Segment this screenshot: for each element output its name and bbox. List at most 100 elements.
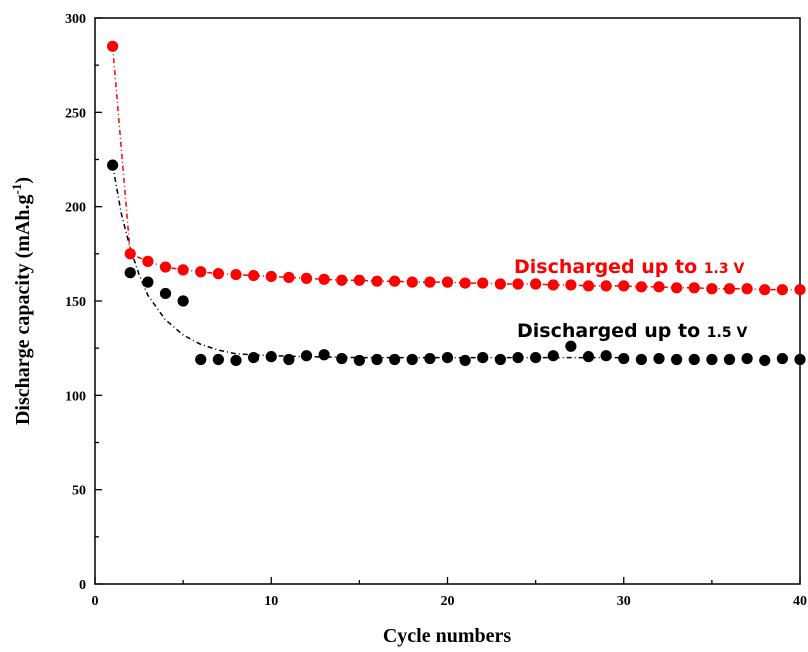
data-point-1-3v xyxy=(371,275,383,287)
data-point-1-5v xyxy=(424,352,436,365)
data-point-1-5v xyxy=(582,351,595,363)
data-point-1-5v xyxy=(107,159,119,171)
data-point-1-5v xyxy=(688,353,700,366)
data-point-1-3v xyxy=(248,269,260,282)
data-point-1-5v xyxy=(265,351,277,363)
data-point-1-5v xyxy=(723,353,736,366)
y-tick-label: 300 xyxy=(65,12,86,27)
data-point-1-5v xyxy=(477,352,489,364)
data-point-1-5v xyxy=(212,353,224,366)
data-point-1-3v xyxy=(547,279,559,291)
data-point-1-3v xyxy=(353,274,365,286)
fit-line-1-3v xyxy=(111,46,800,291)
y-tick-label: 100 xyxy=(65,389,86,404)
data-point-1-3v xyxy=(142,255,154,267)
data-point-1-3v xyxy=(706,283,718,295)
fit-line-1-5v xyxy=(111,165,624,359)
x-axis: 0 10 20 30 40 xyxy=(92,577,807,609)
y-axis-title: Discharge capacity (mAh.g-1) xyxy=(9,177,34,425)
data-point-1-3v xyxy=(618,280,630,292)
y-tick-label: 0 xyxy=(79,578,86,593)
data-point-1-5v xyxy=(600,350,612,362)
x-tick-label: 30 xyxy=(617,594,631,609)
data-point-1-3v xyxy=(671,282,683,294)
data-point-1-5v xyxy=(124,267,136,279)
data-point-1-5v xyxy=(230,354,242,367)
data-point-1-5v xyxy=(635,353,647,366)
x-tick-label: 10 xyxy=(264,594,278,609)
data-point-1-3v xyxy=(600,280,612,292)
x-tick-label: 40 xyxy=(793,594,807,609)
data-point-1-5v xyxy=(671,353,683,366)
y-axis: 0 50 100 150 200 250 300 xyxy=(65,12,102,593)
data-point-1-3v xyxy=(653,281,665,293)
data-point-1-5v xyxy=(759,354,771,367)
data-point-1-3v xyxy=(794,284,806,296)
data-point-1-3v xyxy=(230,268,242,281)
data-point-1-3v xyxy=(389,275,401,287)
data-point-1-3v xyxy=(195,266,207,278)
data-point-1-3v xyxy=(582,280,595,292)
data-point-1-3v xyxy=(424,276,436,288)
data-point-1-3v xyxy=(530,278,542,290)
data-point-1-5v xyxy=(547,350,559,362)
data-point-1-5v xyxy=(706,353,718,366)
data-point-1-3v xyxy=(283,271,295,284)
data-point-1-5v xyxy=(177,295,189,307)
data-point-1-5v xyxy=(494,353,506,366)
data-point-1-5v xyxy=(336,352,348,365)
data-point-1-3v xyxy=(459,277,471,289)
data-point-1-5v xyxy=(512,352,524,364)
data-point-1-3v xyxy=(565,279,577,291)
y-tick-label: 150 xyxy=(65,295,86,310)
data-point-1-3v xyxy=(107,40,119,52)
plot-frame xyxy=(94,17,801,585)
data-point-1-5v xyxy=(794,353,806,366)
x-axis-title: Cycle numbers xyxy=(383,625,512,647)
data-point-1-3v xyxy=(336,274,348,286)
data-point-1-5v xyxy=(441,352,454,364)
data-point-1-5v xyxy=(776,352,788,365)
data-point-1-5v xyxy=(565,340,577,352)
x-tick-label: 0 xyxy=(92,594,99,609)
data-point-1-5v xyxy=(283,353,295,366)
data-point-1-3v xyxy=(477,277,489,289)
data-point-1-5v xyxy=(459,354,471,367)
data-point-1-3v xyxy=(159,261,172,273)
data-point-1-3v xyxy=(406,276,418,288)
data-point-1-5v xyxy=(406,353,418,366)
data-point-1-3v xyxy=(512,278,524,290)
data-point-1-5v xyxy=(159,287,172,300)
series-label-1-5v: Discharged up to 1.5 V xyxy=(517,320,747,342)
data-point-1-5v xyxy=(653,352,665,365)
data-point-1-3v xyxy=(300,272,313,284)
data-point-1-3v xyxy=(776,284,788,296)
data-point-1-3v xyxy=(688,282,700,294)
data-point-1-5v xyxy=(142,276,154,288)
series-1-5v-points xyxy=(107,159,806,367)
data-point-1-5v xyxy=(371,353,383,366)
data-point-1-3v xyxy=(741,283,753,295)
data-point-1-3v xyxy=(212,268,224,280)
data-point-1-5v xyxy=(353,354,365,367)
x-tick-label: 20 xyxy=(441,594,455,609)
data-point-1-3v xyxy=(265,270,277,283)
data-point-1-3v xyxy=(723,283,736,295)
data-point-1-5v xyxy=(741,352,753,365)
data-point-1-3v xyxy=(177,264,189,276)
data-point-1-3v xyxy=(124,248,136,260)
y-tick-label: 50 xyxy=(72,484,86,499)
data-point-1-3v xyxy=(318,273,330,285)
data-point-1-5v xyxy=(195,353,207,366)
data-point-1-3v xyxy=(759,284,771,296)
series-1-3v-points xyxy=(107,40,806,296)
data-point-1-5v xyxy=(530,352,542,364)
data-point-1-5v xyxy=(618,352,630,365)
series-label-1-3v: Discharged up to 1.3 V xyxy=(514,256,744,278)
y-tick-label: 200 xyxy=(65,201,86,216)
data-point-1-3v xyxy=(494,278,506,290)
data-point-1-5v xyxy=(389,353,401,366)
data-point-1-3v xyxy=(635,281,647,293)
y-tick-label: 250 xyxy=(65,106,86,121)
